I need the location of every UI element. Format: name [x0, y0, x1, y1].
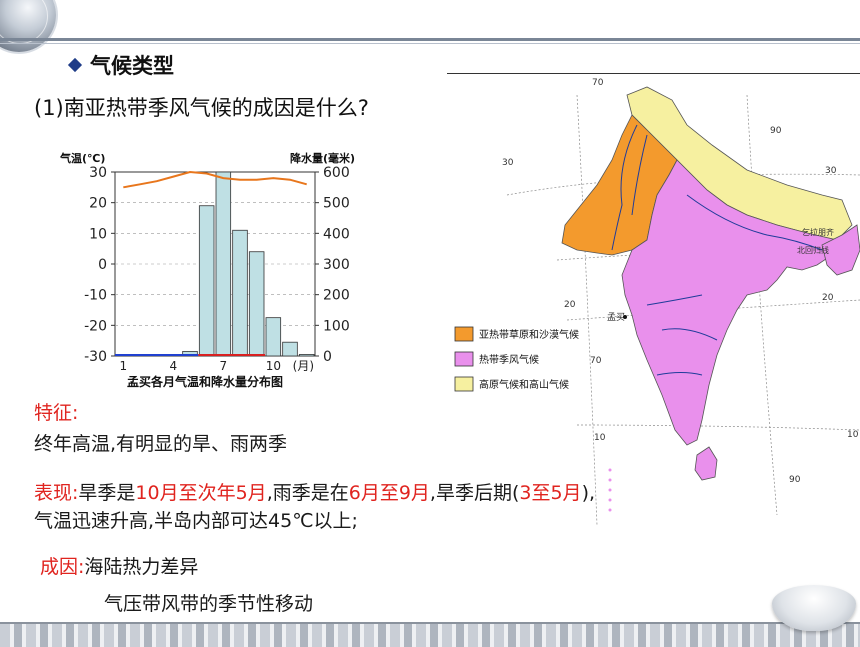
- precip-bar: [216, 172, 231, 356]
- performance-part2: ,雨季是在: [267, 482, 349, 504]
- diamond-bullet-icon: [68, 58, 82, 72]
- legend-swatch-plateau: [455, 377, 473, 391]
- question-text: (1)南亚热带季风气候的成因是什么?: [34, 92, 369, 122]
- header-rule-thin: [0, 43, 860, 44]
- dry-season-period: 10月至次年5月: [135, 482, 266, 504]
- precip-bar: [266, 318, 281, 356]
- legend-swatch-monsoon: [455, 352, 473, 366]
- month-tick-label: 1: [120, 359, 128, 373]
- header-rule: [0, 38, 860, 41]
- sri-lanka-region: [695, 447, 717, 480]
- chart-title: 孟买各月气温和降水量分布图: [127, 374, 283, 389]
- temperature-line: [123, 172, 306, 187]
- lat-label-30: 30: [502, 158, 514, 168]
- month-tick-label: 4: [170, 359, 178, 373]
- precip-bar: [283, 342, 298, 356]
- map-legend: 亚热带草原和沙漠气候 热带季风气候 高原气候和高山气候: [455, 327, 579, 391]
- temp-tick-label: 0: [98, 257, 107, 273]
- temp-tick-label: 20: [89, 196, 107, 212]
- performance-line: 表现:旱季是10月至次年5月,雨季是在6月至9月,旱季后期(3至5月),: [34, 480, 595, 506]
- place-label-2: 北回归线: [797, 245, 829, 255]
- legend-label-desert: 亚热带草原和沙漠气候: [479, 328, 579, 341]
- footer-band: [0, 622, 860, 647]
- precip-tick-label: 500: [323, 196, 350, 212]
- globe-decoration: [0, 0, 56, 52]
- lon-label-90-top: 90: [770, 126, 782, 136]
- south-asia-climate-map: 亚热带草原和沙漠气候 热带季风气候 高原气候和高山气候 70 90 30 20 …: [447, 75, 860, 525]
- precip-bar: [233, 230, 248, 356]
- performance-part4: ),: [582, 482, 595, 504]
- precip-tick-label: 100: [323, 318, 350, 334]
- precip-bar: [249, 252, 264, 356]
- performance-label: 表现:: [34, 482, 78, 504]
- month-tick-label: (月): [293, 359, 314, 373]
- section-heading: 气候类型: [70, 50, 174, 80]
- cause-label: 成因:: [40, 556, 84, 578]
- temp-tick-label: 30: [89, 165, 107, 181]
- precip-tick-label: 0: [323, 349, 332, 365]
- feature-label: 特征:: [34, 400, 78, 426]
- precip-tick-label: 200: [323, 288, 350, 304]
- feature-text: 终年高温,有明显的旱、雨两季: [34, 431, 287, 457]
- performance-part3: ,旱季后期(: [430, 482, 519, 504]
- temp-tick-label: -20: [84, 318, 107, 334]
- lat-label-20-right: 20: [822, 293, 834, 303]
- temp-tick-label: 10: [89, 226, 107, 242]
- place-label-1: 乞拉朋齐: [802, 227, 834, 237]
- temp-axis-title: 气温(℃): [60, 151, 105, 165]
- lon-label-70-top: 70: [592, 78, 604, 88]
- performance-part1: 旱季是: [78, 482, 135, 504]
- city-marker-mumbai: [623, 315, 627, 319]
- lat-label-30-right: 30: [825, 166, 837, 176]
- precip-bar: [199, 206, 214, 356]
- month-tick-label: 10: [266, 359, 281, 373]
- city-label-mumbai: 孟买: [607, 312, 625, 323]
- precip-tick-label: 300: [323, 257, 350, 273]
- map-top-rule: [447, 73, 860, 74]
- temp-tick-label: -30: [84, 349, 107, 365]
- maldives-dots: [609, 469, 612, 512]
- lat-label-20: 20: [564, 300, 576, 310]
- cause-line2: 气压带风带的季节性移动: [104, 591, 313, 617]
- lat-label-10: 10: [594, 433, 606, 443]
- legend-label-plateau: 高原气候和高山气候: [479, 378, 569, 391]
- cause-text1: 海陆热力差异: [84, 556, 198, 578]
- lon-label-70-bottom: 70: [590, 356, 602, 366]
- lat-label-10-right: 10: [847, 430, 859, 440]
- heading-text: 气候类型: [90, 50, 174, 80]
- month-tick-label: 7: [220, 359, 228, 373]
- precip-tick-label: 400: [323, 226, 350, 242]
- precip-axis-title: 降水量(毫米): [290, 151, 355, 165]
- precip-bar: [299, 354, 314, 356]
- performance-line2: 气温迅速升高,半岛内部可达45℃以上;: [34, 508, 358, 534]
- cause-line1: 成因:海陆热力差异: [40, 554, 198, 580]
- wet-season-period: 6月至9月: [349, 482, 430, 504]
- precip-tick-label: 600: [323, 165, 350, 181]
- legend-label-monsoon: 热带季风气候: [479, 353, 539, 366]
- legend-swatch-desert: [455, 327, 473, 341]
- late-dry-period: 3至5月: [519, 482, 581, 504]
- temp-tick-label: -10: [84, 288, 107, 304]
- lon-label-90-bottom: 90: [789, 475, 801, 485]
